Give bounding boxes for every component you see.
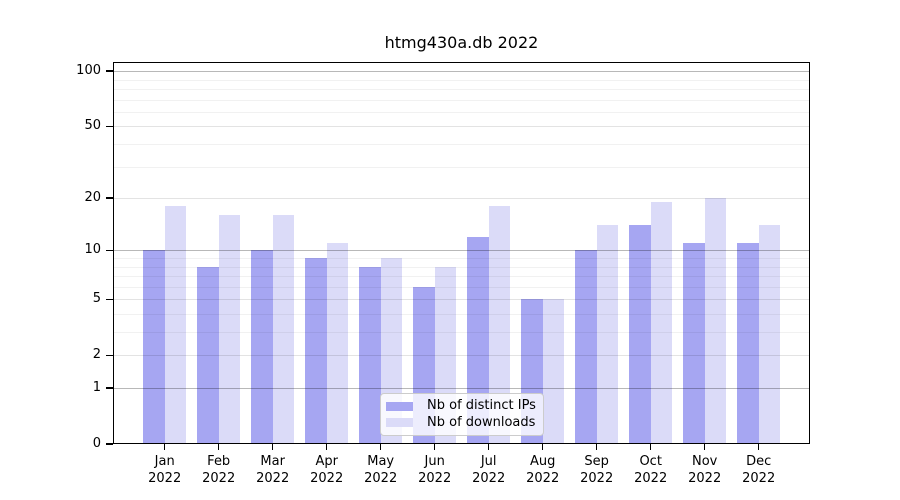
gridline-60 <box>113 111 810 113</box>
bar-sep-downloads <box>596 225 619 444</box>
bar-mar-downloads <box>272 215 295 444</box>
gridline-9 <box>113 258 810 259</box>
x-tick-aug <box>541 444 544 450</box>
y-tick-label-20: 20 <box>84 190 101 206</box>
x-tick-label-oct: Oct 2022 <box>634 454 668 486</box>
x-tick-label-jan: Jan 2022 <box>148 454 182 486</box>
bar-apr-distinct-ips <box>305 258 327 444</box>
y-tick-label-0: 0 <box>92 436 101 451</box>
x-tick-label-feb: Feb 2022 <box>202 454 236 486</box>
gridline-90 <box>113 79 810 81</box>
gridline-50 <box>113 126 810 128</box>
legend-label-distinct-ips: Nb of distinct IPs <box>427 398 536 414</box>
bar-oct-distinct-ips <box>629 225 651 444</box>
y-tick-100 <box>106 70 113 72</box>
y-tick-20 <box>106 197 113 199</box>
gridline-40 <box>113 144 810 146</box>
legend-item-distinct-ips: Nb of distinct IPs <box>386 398 536 415</box>
bar-jan-distinct-ips <box>143 250 165 444</box>
y-tick-label-50: 50 <box>84 118 101 134</box>
legend-label-downloads: Nb of downloads <box>427 414 536 430</box>
bar-nov-distinct-ips <box>683 243 705 444</box>
x-tick-apr <box>325 444 328 450</box>
gridline-6 <box>113 286 810 288</box>
bar-jan-downloads <box>164 206 187 444</box>
bar-apr-downloads <box>326 243 349 444</box>
gridline-8 <box>113 266 810 268</box>
bar-feb-downloads <box>218 215 241 444</box>
gridline-3 <box>113 332 810 334</box>
gridline-70 <box>113 99 810 101</box>
x-tick-may <box>379 444 382 450</box>
x-tick-label-apr: Apr 2022 <box>310 454 344 486</box>
y-tick-label-2: 2 <box>92 347 101 363</box>
gridline-10 <box>113 250 810 252</box>
x-tick-nov <box>703 444 706 450</box>
x-tick-feb <box>217 444 220 450</box>
y-tick-0 <box>106 443 113 445</box>
x-tick-mar <box>271 444 274 450</box>
gridline-1 <box>113 388 810 389</box>
bar-jul-distinct-ips <box>467 236 489 444</box>
gridline-7 <box>113 276 810 278</box>
bar-aug-downloads <box>542 299 565 444</box>
legend-swatch-distinct-ips-icon <box>386 401 413 411</box>
legend-swatch-downloads-icon <box>386 418 413 428</box>
x-tick-dec <box>757 444 760 450</box>
y-tick-label-5: 5 <box>92 291 101 307</box>
x-tick-oct <box>649 444 652 450</box>
bar-mar-distinct-ips <box>251 250 273 444</box>
y-tick-label-100: 100 <box>76 63 101 79</box>
bar-nov-downloads <box>704 198 727 444</box>
gridline-80 <box>113 89 810 91</box>
gridline-100 <box>113 71 810 73</box>
bar-may-distinct-ips <box>359 266 381 444</box>
x-tick-jun <box>433 444 436 450</box>
x-tick-sep <box>595 444 598 450</box>
gridline-2 <box>113 355 810 357</box>
x-tick-jan <box>163 444 166 450</box>
bar-sep-distinct-ips <box>575 250 597 444</box>
x-tick-label-may: May 2022 <box>364 454 398 486</box>
bar-dec-distinct-ips <box>737 243 759 444</box>
x-tick-label-mar: Mar 2022 <box>256 454 290 486</box>
x-tick-label-jul: Jul 2022 <box>472 454 506 486</box>
chart-title: htmg430a.db 2022 <box>384 33 539 52</box>
x-tick-jul <box>487 444 490 450</box>
y-tick-50 <box>106 125 113 128</box>
y-tick-10 <box>106 249 113 252</box>
legend: Nb of distinct IPs Nb of downloads <box>380 393 544 436</box>
y-tick-5 <box>106 298 113 300</box>
gridline-4 <box>113 313 810 315</box>
bar-dec-downloads <box>758 225 781 444</box>
plot-area <box>113 62 810 444</box>
bar-feb-distinct-ips <box>197 266 219 444</box>
x-tick-label-jun: Jun 2022 <box>418 454 452 486</box>
y-tick-1 <box>106 387 113 389</box>
x-tick-label-aug: Aug 2022 <box>526 454 560 486</box>
x-tick-label-dec: Dec 2022 <box>742 454 776 486</box>
x-tick-label-nov: Nov 2022 <box>688 454 722 486</box>
x-tick-label-sep: Sep 2022 <box>580 454 614 486</box>
gridline-30 <box>113 166 810 168</box>
y-tick-2 <box>106 354 113 356</box>
bar-jul-downloads <box>488 206 511 444</box>
gridline-20 <box>113 198 810 200</box>
y-tick-label-1: 1 <box>92 380 101 395</box>
bar-oct-downloads <box>650 202 673 444</box>
gridline-5 <box>113 299 810 301</box>
legend-item-downloads: Nb of downloads <box>386 415 535 432</box>
y-tick-label-10: 10 <box>84 242 101 258</box>
